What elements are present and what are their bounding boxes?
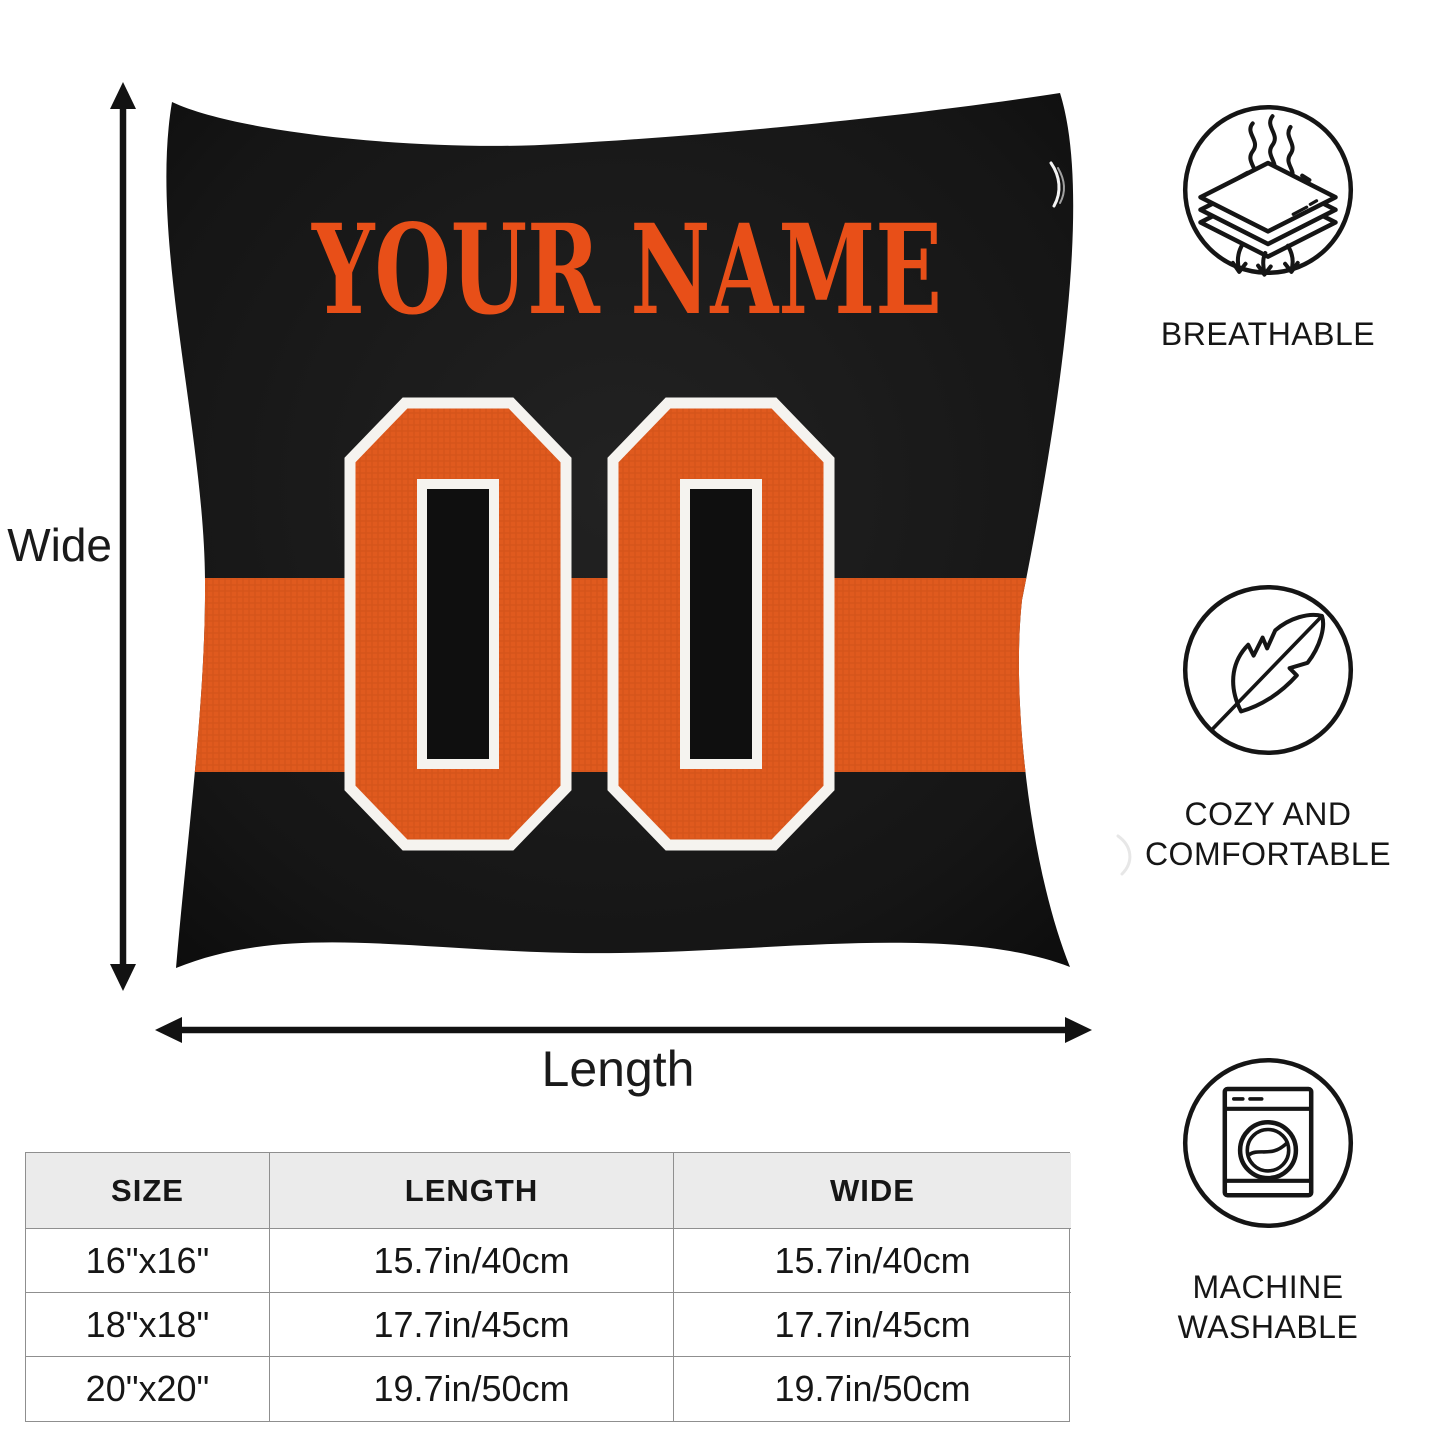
table-cell: 17.7in/45cm bbox=[270, 1293, 674, 1357]
table-cell: 19.7in/50cm bbox=[270, 1357, 674, 1421]
feature-cozy: COZY AND COMFORTABLE bbox=[1118, 580, 1418, 874]
feature-breathable: BREATHABLE bbox=[1118, 100, 1418, 354]
table-cell: 19.7in/50cm bbox=[774, 1368, 971, 1409]
feature-label: BREATHABLE bbox=[1160, 316, 1376, 352]
table-cell: 16"x16" bbox=[26, 1229, 270, 1293]
column-header: WIDE bbox=[674, 1153, 1071, 1229]
table-cell: 17.7in/45cm bbox=[674, 1293, 1071, 1357]
table-cell: 18"x18" bbox=[26, 1293, 270, 1357]
feature-label: COZY AND COMFORTABLE bbox=[1144, 796, 1392, 872]
table-cell: 15.7in/40cm bbox=[674, 1229, 1071, 1293]
wide-dimension-arrow bbox=[110, 82, 136, 991]
column-header: SIZE bbox=[26, 1153, 270, 1229]
jersey-number bbox=[344, 397, 835, 851]
feather-icon bbox=[1182, 584, 1354, 756]
length-dimension-arrow bbox=[155, 1017, 1092, 1043]
feature-machine-washable: MACHINE WASHABLE bbox=[1118, 1053, 1418, 1347]
length-label: Length bbox=[542, 1041, 695, 1097]
column-header: LENGTH bbox=[270, 1153, 674, 1229]
breathable-fabric-icon bbox=[1182, 104, 1354, 277]
washing-machine-icon bbox=[1182, 1057, 1354, 1229]
table-cell: 20"x20" bbox=[26, 1357, 270, 1421]
size-chart: SIZE LENGTH WIDE 16"x16" 15.7in/40cm 15.… bbox=[25, 1152, 1071, 1422]
feature-label: MACHINE WASHABLE bbox=[1177, 1269, 1359, 1345]
wide-label: Wide bbox=[7, 519, 112, 571]
table-cell: 15.7in/40cm bbox=[270, 1229, 674, 1293]
zipper-pull bbox=[1049, 161, 1132, 876]
digit-zero bbox=[607, 397, 835, 851]
digit-zero bbox=[344, 397, 572, 851]
jersey-name-text: YOUR NAME bbox=[311, 198, 942, 343]
